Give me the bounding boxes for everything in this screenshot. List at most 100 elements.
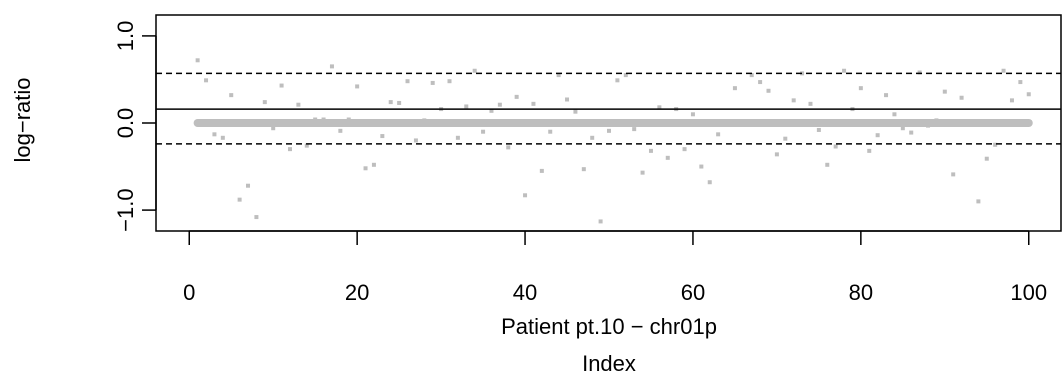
data-point-27 [413, 138, 418, 143]
data-point-94 [976, 199, 981, 204]
data-point-26 [405, 79, 410, 84]
data-point-67 [749, 73, 754, 78]
data-point-46 [573, 109, 578, 114]
data-point-74 [808, 101, 813, 106]
data-point-38 [506, 145, 511, 150]
x-tick-label-4: 80 [849, 280, 873, 305]
data-point-9 [262, 100, 267, 105]
data-point-75 [816, 127, 821, 132]
data-point-24 [388, 100, 393, 105]
data-point-51 [615, 78, 620, 83]
y-tick-label-1: 0.0 [113, 108, 138, 139]
data-point-1 [195, 58, 200, 63]
data-point-18 [338, 128, 343, 133]
x-tick-label-1: 20 [345, 280, 369, 305]
data-point-53 [632, 127, 637, 132]
data-point-41 [531, 101, 536, 106]
x-tick-label-3: 60 [681, 280, 705, 305]
data-point-43 [548, 129, 553, 134]
data-point-7 [246, 183, 251, 188]
data-point-12 [287, 147, 292, 152]
data-point-10 [271, 126, 276, 131]
data-point-6 [237, 197, 242, 202]
data-point-97 [1001, 68, 1006, 73]
data-point-40 [523, 193, 528, 198]
data-point-76 [825, 162, 830, 167]
data-point-55 [648, 148, 653, 153]
data-point-80 [858, 86, 863, 91]
data-point-91 [951, 172, 956, 177]
data-point-49 [598, 219, 603, 224]
data-point-59 [682, 147, 687, 152]
data-point-65 [732, 86, 737, 91]
x-tick-label-2: 40 [513, 280, 537, 305]
data-point-52 [623, 73, 628, 78]
data-point-21 [363, 166, 368, 171]
data-point-77 [833, 144, 838, 149]
data-point-95 [984, 156, 989, 161]
data-point-34 [472, 68, 477, 73]
data-point-45 [565, 97, 570, 102]
data-point-92 [959, 95, 964, 100]
x-tick-label-0: 0 [183, 280, 195, 305]
data-point-54 [640, 170, 645, 175]
data-point-3 [212, 132, 217, 137]
data-point-25 [397, 100, 402, 105]
data-point-39 [514, 94, 519, 99]
data-point-11 [279, 83, 284, 88]
data-point-72 [791, 98, 796, 103]
data-point-50 [607, 128, 611, 133]
data-point-20 [355, 84, 360, 89]
data-point-32 [455, 135, 460, 140]
data-point-42 [539, 168, 544, 173]
data-point-78 [842, 68, 847, 73]
data-point-62 [707, 180, 712, 185]
data-point-60 [690, 112, 695, 117]
data-point-33 [464, 104, 469, 109]
data-point-83 [884, 93, 889, 98]
reference-lines [156, 72, 1061, 145]
data-point-63 [716, 132, 721, 137]
data-point-98 [1009, 98, 1014, 103]
data-point-5 [229, 93, 234, 98]
data-point-71 [783, 136, 788, 141]
data-point-100 [1026, 92, 1031, 97]
data-point-4 [220, 135, 225, 140]
x-axis-index-title: Index [582, 351, 636, 376]
data-point-70 [774, 152, 779, 157]
data-point-47 [581, 167, 586, 172]
y-axis: −1.0 0.0 1.0 [113, 21, 157, 232]
data-point-48 [590, 135, 595, 140]
x-axis: 0 20 40 60 80 100 [183, 230, 1047, 305]
data-point-82 [875, 133, 880, 138]
data-point-29 [430, 80, 435, 85]
data-point-57 [665, 155, 670, 160]
data-point-99 [1018, 80, 1023, 85]
data-point-86 [909, 130, 914, 135]
y-tick-label-2: 1.0 [113, 21, 138, 52]
data-point-2 [204, 78, 209, 83]
data-point-22 [371, 162, 376, 167]
data-point-61 [699, 164, 704, 169]
data-point-17 [329, 64, 334, 69]
data-point-23 [380, 134, 385, 139]
x-axis-title: Patient pt.10 − chr01p [501, 314, 717, 339]
data-point-87 [917, 70, 922, 75]
y-axis-title: log−ratio [10, 77, 35, 162]
data-point-68 [758, 80, 763, 85]
data-point-96 [993, 142, 998, 147]
data-point-69 [766, 88, 771, 93]
x-tick-label-5: 100 [1010, 280, 1047, 305]
data-point-84 [892, 112, 897, 117]
data-point-73 [800, 71, 805, 76]
data-point-31 [447, 79, 452, 84]
data-point-36 [489, 108, 494, 113]
y-tick-label-0: −1.0 [113, 188, 138, 231]
data-point-90 [942, 89, 947, 94]
data-point-44 [556, 73, 561, 78]
data-points [193, 58, 1033, 224]
data-point-37 [497, 102, 502, 107]
data-point-13 [296, 102, 301, 107]
data-point-81 [867, 148, 872, 153]
